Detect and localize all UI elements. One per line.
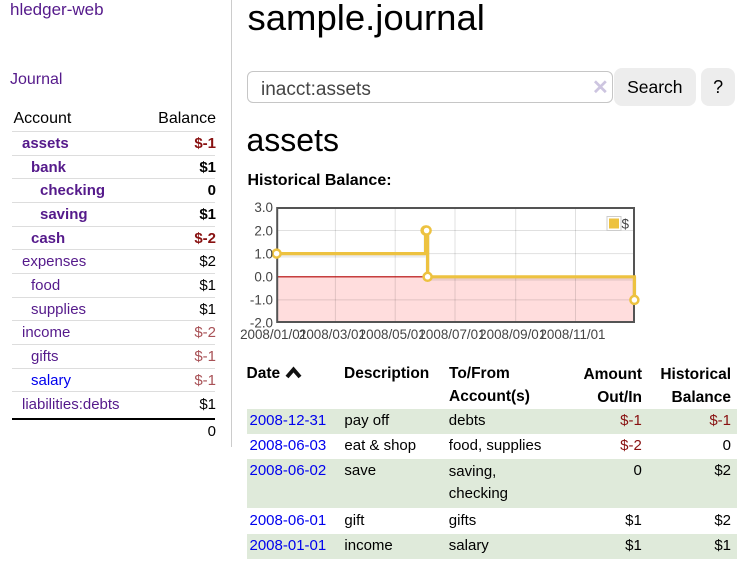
svg-text:3.0: 3.0 [254, 200, 273, 215]
svg-text:-1.0: -1.0 [250, 293, 273, 308]
svg-text:2008/03/01: 2008/03/01 [299, 327, 366, 342]
svg-text:2008/01/01: 2008/01/01 [240, 327, 307, 342]
svg-text:2008/07/01: 2008/07/01 [418, 327, 485, 342]
svg-text:2.0: 2.0 [254, 223, 273, 238]
svg-text:0.0: 0.0 [254, 270, 273, 285]
svg-text:2008/05/01: 2008/05/01 [359, 327, 426, 342]
svg-text:$: $ [622, 217, 630, 232]
svg-text:-2.0: -2.0 [250, 316, 273, 331]
svg-text:2008/09/01: 2008/09/01 [479, 327, 546, 342]
svg-text:2008/11/01: 2008/11/01 [539, 327, 605, 342]
svg-text:1.0: 1.0 [254, 246, 273, 261]
